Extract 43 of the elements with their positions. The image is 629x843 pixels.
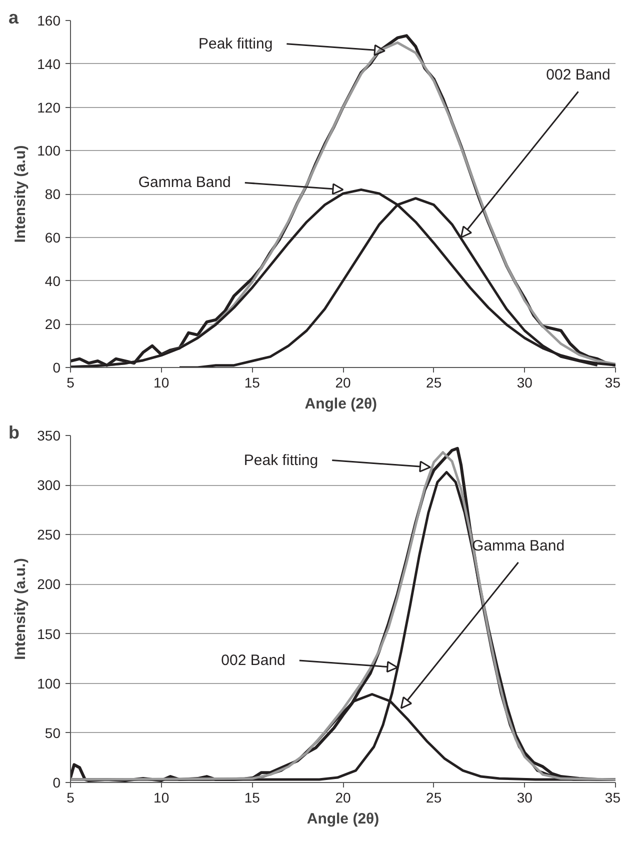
x-axis-title: Angle (2θ) <box>304 396 378 412</box>
y-tick-label: 150 <box>37 626 61 642</box>
x-tick-label: 15 <box>244 374 260 390</box>
x-tick-label: 5 <box>66 790 75 806</box>
y-tick-label: 120 <box>37 99 61 116</box>
y-tick-label: 40 <box>44 272 61 289</box>
x-tick-label: 30 <box>516 790 533 806</box>
y-tick-label: 350 <box>37 428 61 444</box>
x-tick-label: 10 <box>154 790 170 806</box>
y-tick-label: 140 <box>37 56 61 72</box>
y-tick-label: 50 <box>44 724 61 741</box>
annotation: Gamma Band <box>472 537 565 554</box>
y-tick-label: 200 <box>37 576 61 592</box>
x-tick-label: 20 <box>335 374 351 390</box>
y-tick-label: 160 <box>37 12 61 28</box>
x-tick-label: 25 <box>426 790 442 806</box>
x-tick-label: 15 <box>244 790 260 806</box>
annotation: 002 Band <box>546 66 610 84</box>
annotation: Peak fitting <box>244 452 318 469</box>
y-tick-label: 300 <box>37 477 61 494</box>
y-tick-label: 100 <box>37 142 61 159</box>
y-tick-label: 0 <box>52 360 61 376</box>
x-tick-label: 35 <box>604 374 621 390</box>
x-tick-label: 30 <box>516 374 533 390</box>
x-tick-label: 35 <box>604 790 621 806</box>
x-tick-label: 25 <box>426 374 442 390</box>
y-axis-title: Intensity (a.u) <box>12 145 30 243</box>
annotation: 002 Band <box>221 652 286 670</box>
annotation: Gamma Band <box>138 174 231 192</box>
annotation: Peak fitting <box>198 35 273 52</box>
x-tick-label: 10 <box>154 374 170 390</box>
chart-title: a <box>8 8 20 28</box>
y-tick-label: 20 <box>44 316 61 332</box>
y-tick-label: 60 <box>44 229 61 246</box>
x-tick-label: 5 <box>66 374 75 390</box>
chart-title: b <box>8 422 20 442</box>
x-axis-title: Angle (2θ) <box>306 810 380 828</box>
y-tick-label: 100 <box>37 675 61 692</box>
y-tick-label: 0 <box>52 774 61 790</box>
x-tick-label: 20 <box>335 790 351 806</box>
y-tick-label: 250 <box>37 526 61 543</box>
y-tick-label: 80 <box>44 186 61 202</box>
y-axis-title: Intensity (a.u.) <box>12 558 30 660</box>
